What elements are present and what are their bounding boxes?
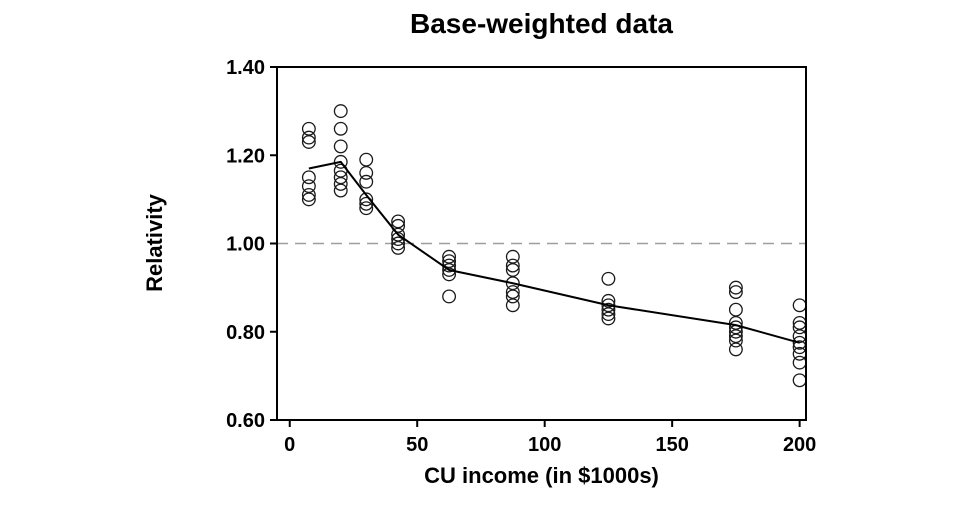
scatter-point	[505, 298, 520, 313]
x-tick-label: 200	[783, 434, 816, 456]
scatter-point	[301, 192, 316, 207]
scatter-point	[301, 188, 316, 202]
scatter-point	[442, 267, 457, 282]
scatter-point	[359, 201, 374, 216]
scatter-point	[333, 154, 348, 169]
scatter-point	[359, 174, 374, 189]
scatter-point	[391, 236, 406, 251]
scatter-point	[728, 302, 743, 317]
scatter-point	[728, 280, 743, 295]
scatter-point	[442, 289, 457, 304]
scatter-point	[728, 285, 743, 299]
scatter-point	[505, 258, 520, 273]
scatter-point	[601, 307, 616, 322]
scatter-point	[301, 130, 316, 145]
scatter-point	[301, 170, 316, 185]
scatter-point	[505, 289, 520, 304]
scatter-point	[442, 263, 457, 277]
scatter-point	[333, 183, 348, 198]
y-tick-label: 0.80	[226, 322, 265, 344]
y-tick-label: 1.00	[226, 234, 265, 256]
scatter-point	[728, 342, 743, 357]
scatter-point	[359, 165, 374, 180]
scatter-point	[391, 240, 406, 255]
scatter-point	[333, 139, 348, 154]
x-tick-label: 0	[284, 434, 295, 456]
y-axis-title-text: Relativity	[142, 194, 167, 292]
scatter-point	[792, 298, 807, 313]
scatter-point	[792, 373, 807, 388]
scatter-point	[301, 135, 316, 149]
scatter-point	[333, 176, 348, 191]
x-tick-label: 100	[528, 434, 561, 456]
scatter-point	[601, 271, 616, 286]
scatter-point	[792, 355, 807, 370]
scatter-point	[333, 121, 348, 136]
scatter-point	[333, 104, 348, 119]
scatter-point	[601, 311, 616, 326]
mean-trend-line	[308, 160, 800, 344]
scatter-point	[359, 152, 374, 167]
scatter-point	[359, 192, 374, 207]
x-tick-label: 50	[406, 434, 428, 456]
x-axis-title: CU income (in $1000s)	[424, 463, 659, 488]
scatter-point	[601, 302, 616, 317]
chart-title: Base-weighted data	[410, 8, 673, 39]
scatter-point	[728, 333, 743, 348]
y-tick-label: 1.20	[226, 145, 265, 167]
x-tick-label: 150	[655, 434, 688, 456]
y-tick-label: 0.60	[226, 410, 265, 432]
y-tick-label: 1.40	[226, 57, 265, 79]
